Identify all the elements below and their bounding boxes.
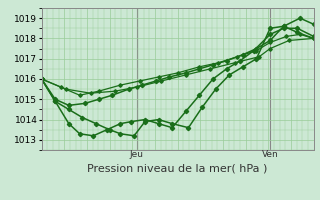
Text: Ven: Ven (262, 150, 278, 159)
X-axis label: Pression niveau de la mer( hPa ): Pression niveau de la mer( hPa ) (87, 164, 268, 174)
Text: Jeu: Jeu (130, 150, 144, 159)
